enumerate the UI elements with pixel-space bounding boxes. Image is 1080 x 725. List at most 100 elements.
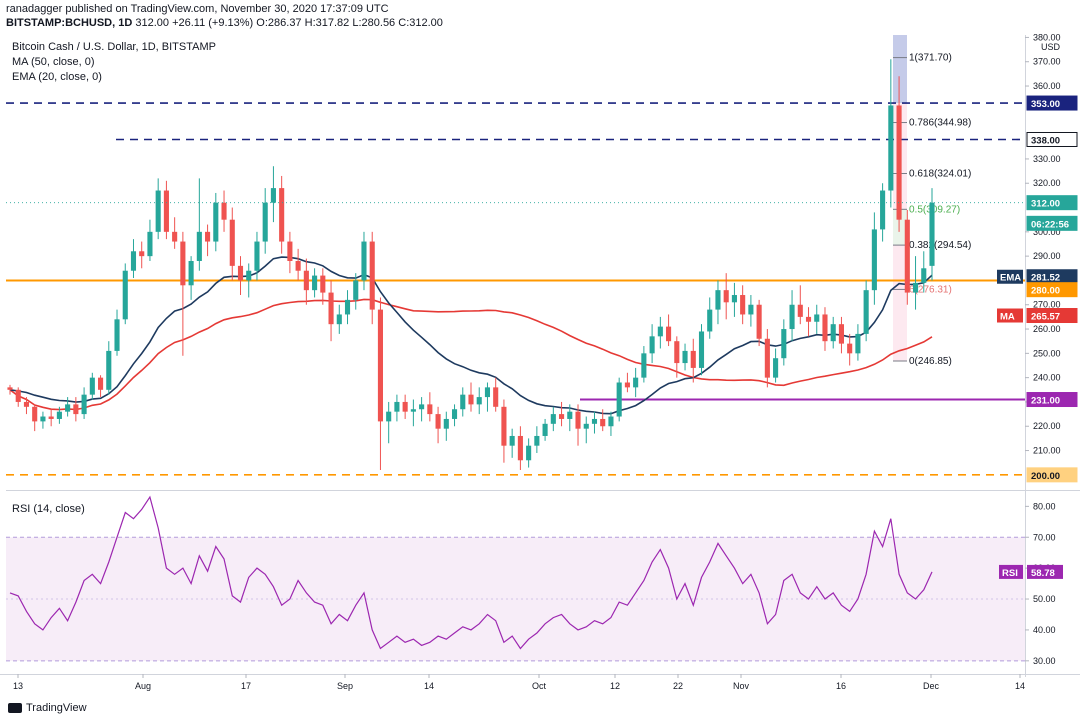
price-tick-label: 270.00	[1033, 300, 1061, 310]
candle-body	[48, 416, 54, 419]
symbol-ohlc-line: BITSTAMP:BCHUSD, 1D 312.00 +26.11 (+9.13…	[6, 17, 443, 29]
candle-body	[468, 394, 474, 405]
fib-level-label: 0(246.85)	[909, 356, 952, 367]
candle-body	[838, 324, 844, 344]
time-tick-label: Dec	[923, 681, 940, 691]
tag-200: 200.00	[1031, 471, 1060, 482]
time-tick-label: Sep	[337, 681, 353, 691]
rsi-current-prefix-bg	[999, 564, 1023, 579]
candle-body	[550, 414, 556, 424]
tag-ema-prefix: EMA	[1000, 273, 1021, 284]
publisher-line: ranadagger published on TradingView.com,…	[6, 3, 389, 15]
candle-body	[344, 299, 351, 315]
tag-ma: 265.57	[1031, 312, 1060, 323]
candle-body	[781, 329, 787, 359]
o-label: O:	[256, 17, 268, 29]
candle-body	[172, 231, 178, 242]
candle-body	[814, 314, 820, 322]
price-tick-label: 260.00	[1033, 324, 1061, 334]
candle-body	[641, 353, 647, 378]
tag-338-bg	[1026, 131, 1078, 147]
fib-zone-mid	[893, 209, 907, 246]
candle-body	[723, 290, 729, 303]
tag-last-price: 312.00	[1031, 199, 1060, 210]
price-tick-label: 250.00	[1033, 348, 1061, 358]
footer-brand[interactable]: TradingView	[8, 702, 87, 714]
candle-body	[526, 445, 532, 461]
candle-body	[690, 350, 696, 368]
price-tick-label: 360.00	[1033, 81, 1061, 91]
candle-body	[262, 202, 268, 242]
tag-353-bg	[1026, 95, 1078, 111]
l-value: 280.56	[361, 17, 396, 29]
candle-body	[295, 261, 301, 271]
candle-body	[715, 290, 721, 310]
candle-body	[246, 270, 252, 281]
candle-body	[287, 241, 293, 261]
candle-body	[122, 270, 128, 320]
candle-body	[649, 336, 655, 354]
candle-body	[369, 241, 375, 310]
candle-body	[386, 411, 392, 422]
candle-body	[484, 387, 491, 398]
candle-body	[402, 401, 408, 412]
time-tick-label: 14	[1015, 681, 1025, 691]
chart-title: Bitcoin Cash / U.S. Dollar, 1D, BITSTAMP	[12, 41, 216, 53]
candle-body	[583, 423, 589, 429]
candle-body	[559, 414, 565, 419]
fib-level-label: 0.5(309.27)	[909, 204, 960, 215]
candle-body	[320, 275, 326, 293]
candle-body	[682, 350, 688, 364]
candle-body	[822, 314, 828, 342]
candle-body	[114, 319, 120, 351]
candle-body	[880, 190, 886, 230]
tag-ema-prefix-bg	[997, 269, 1023, 284]
rsi-tick-label: 70.00	[1033, 532, 1056, 542]
rsi-tick-label: 40.00	[1033, 625, 1056, 635]
candle-body	[435, 414, 441, 429]
candle-body	[106, 350, 112, 390]
candle-body	[361, 241, 367, 281]
candle-body	[40, 416, 46, 422]
tag-countdown-bg	[1026, 215, 1078, 231]
fib-level-label: 1(371.70)	[909, 53, 952, 64]
candle-body	[303, 270, 309, 291]
price-tick-label: 370.00	[1033, 57, 1061, 67]
candle-body	[213, 202, 219, 242]
candle-body	[419, 404, 425, 410]
candle-body	[764, 338, 770, 378]
candle-body	[410, 409, 416, 412]
candle-body	[871, 229, 877, 291]
tag-231-bg	[1026, 392, 1078, 408]
candle-body	[180, 241, 186, 286]
candle-body	[493, 387, 499, 407]
candle-body	[427, 404, 433, 415]
c-label: C:	[398, 17, 410, 29]
candle-body	[163, 190, 169, 232]
time-tick-label: 13	[13, 681, 23, 691]
price-unit-label: USD	[1041, 42, 1061, 52]
time-tick-label: 17	[241, 681, 251, 691]
candle-body	[657, 326, 663, 337]
candle-body	[23, 401, 30, 407]
candle-body	[328, 292, 334, 325]
candle-body	[904, 219, 910, 293]
candle-body	[32, 406, 38, 422]
ema-legend: EMA (20, close, 0)	[12, 71, 102, 83]
price-tick-label: 330.00	[1033, 154, 1061, 164]
c-value: 312.00	[409, 17, 443, 29]
time-tick-label: 14	[424, 681, 434, 691]
tradingview-logo-icon	[8, 703, 22, 713]
candle-body	[921, 268, 927, 283]
candle-body	[336, 314, 342, 325]
rsi-tick-label: 50.00	[1033, 594, 1056, 604]
candle-body	[912, 282, 919, 293]
price-tick-label: 300.00	[1033, 227, 1061, 237]
rsi-current-prefix: RSI	[1002, 568, 1018, 579]
candle-body	[221, 202, 227, 220]
rsi-current-value: 58.78	[1031, 568, 1055, 579]
candle-body	[229, 219, 235, 266]
candle-body	[756, 304, 762, 339]
price-tick-label: 240.00	[1033, 373, 1061, 383]
